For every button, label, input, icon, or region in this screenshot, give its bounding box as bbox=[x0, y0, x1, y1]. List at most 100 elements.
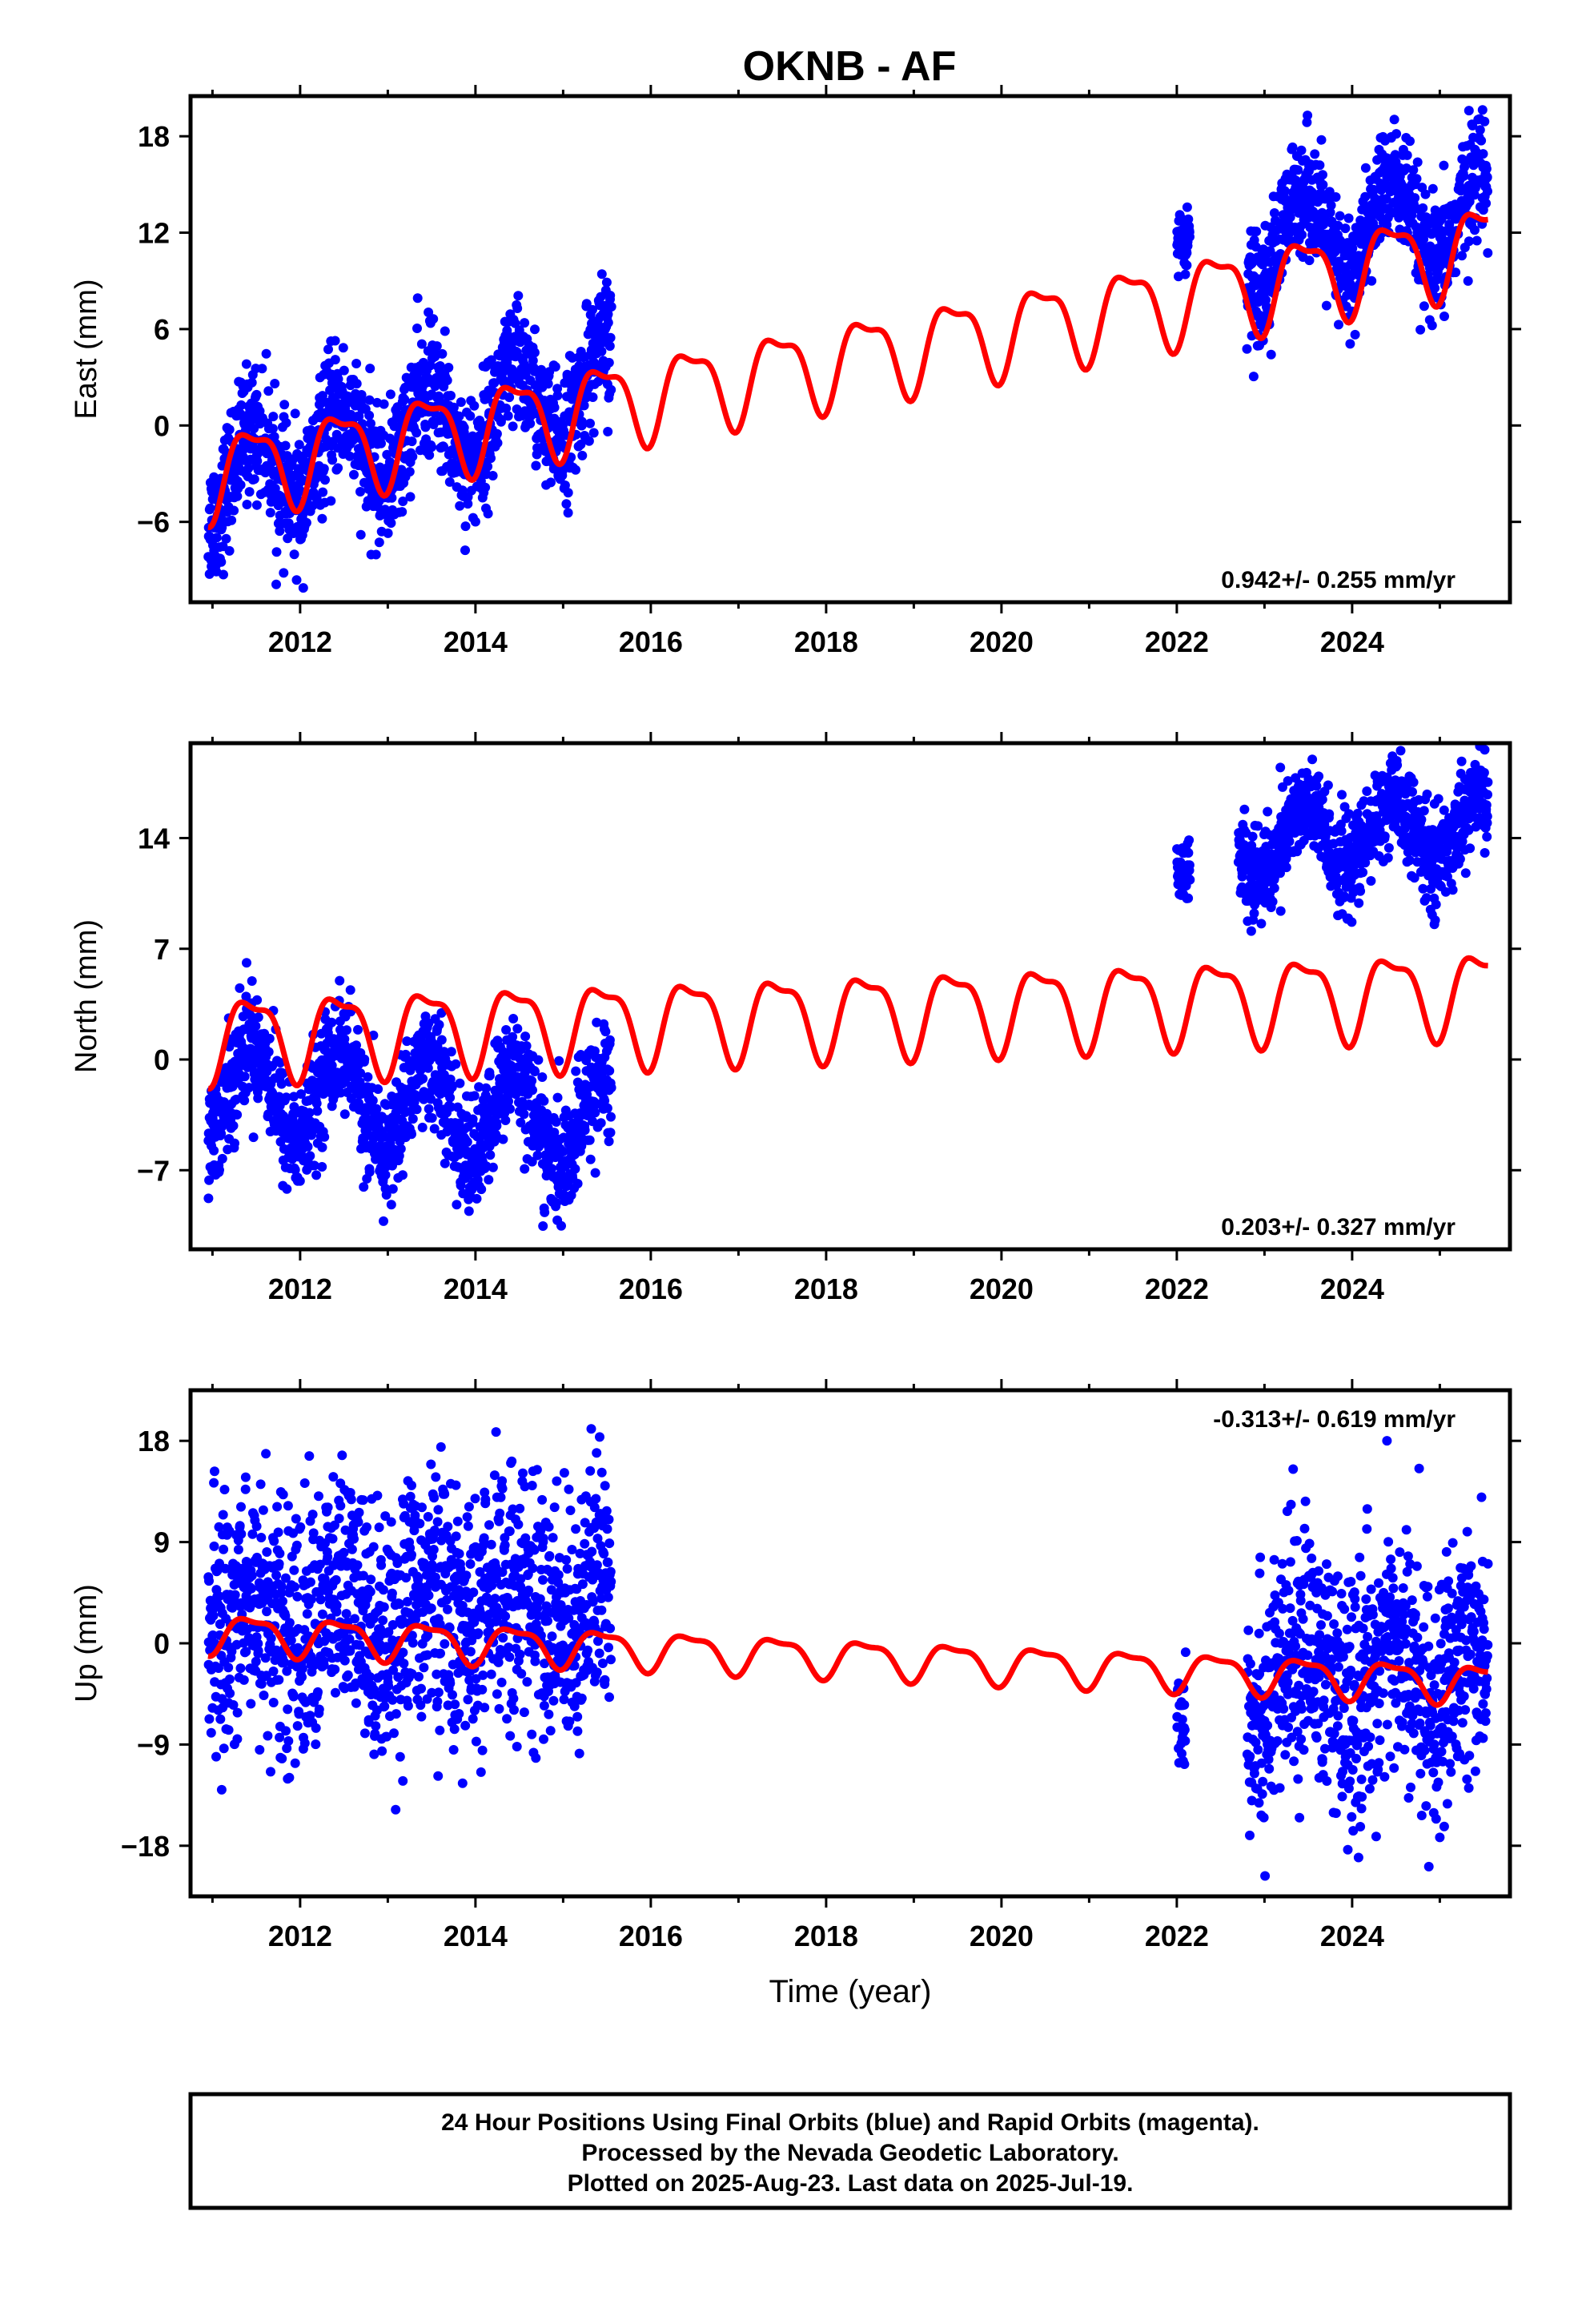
data-point bbox=[412, 324, 422, 333]
data-point bbox=[1310, 149, 1320, 159]
data-point bbox=[1180, 269, 1191, 279]
data-point bbox=[289, 549, 299, 560]
data-point bbox=[460, 545, 470, 556]
data-point bbox=[452, 1200, 462, 1210]
data-point bbox=[584, 436, 594, 446]
data-point bbox=[606, 1112, 616, 1122]
model-curve bbox=[207, 211, 1490, 530]
data-point bbox=[356, 390, 367, 400]
data-point bbox=[520, 1164, 530, 1174]
data-point bbox=[227, 1647, 237, 1657]
data-point bbox=[282, 1184, 292, 1194]
data-point bbox=[396, 1144, 406, 1154]
data-point bbox=[1284, 836, 1295, 846]
data-point bbox=[251, 1656, 261, 1667]
data-point bbox=[602, 1103, 612, 1113]
data-point bbox=[520, 318, 530, 328]
data-point bbox=[208, 1610, 219, 1621]
data-point bbox=[305, 1151, 315, 1161]
data-point bbox=[256, 1679, 267, 1689]
data-point bbox=[263, 386, 274, 396]
data-point bbox=[326, 496, 336, 506]
data-point bbox=[556, 1220, 566, 1231]
data-point bbox=[280, 1573, 291, 1583]
data-point bbox=[376, 438, 386, 448]
data-point bbox=[1468, 120, 1478, 131]
data-point bbox=[554, 1055, 564, 1066]
data-point bbox=[251, 1021, 261, 1031]
up-panel: 2012 2014 2016 2018 2020 2022 2024−18−90918Up … bbox=[70, 1379, 1521, 2009]
data-point bbox=[1368, 184, 1379, 195]
data-point bbox=[327, 1017, 337, 1027]
data-point bbox=[263, 1731, 273, 1741]
data-point bbox=[247, 377, 257, 388]
data-point bbox=[344, 451, 355, 461]
data-point bbox=[448, 1081, 457, 1091]
data-point bbox=[605, 1128, 616, 1138]
data-point bbox=[371, 549, 381, 560]
data-point bbox=[364, 410, 375, 420]
data-point bbox=[333, 374, 343, 384]
data-point bbox=[451, 1059, 461, 1069]
data-point bbox=[1278, 782, 1287, 792]
data-point bbox=[468, 1114, 478, 1124]
data-point bbox=[436, 1035, 447, 1045]
data-point bbox=[1430, 283, 1440, 293]
data-point bbox=[1422, 789, 1432, 799]
data-point bbox=[585, 418, 595, 428]
data-point bbox=[464, 1206, 474, 1216]
data-point bbox=[224, 545, 235, 556]
data-point bbox=[319, 1132, 330, 1142]
data-point bbox=[386, 518, 396, 529]
data-point bbox=[1464, 236, 1474, 247]
data-point bbox=[1408, 165, 1419, 175]
data-point bbox=[1296, 145, 1307, 155]
data-point bbox=[508, 1014, 519, 1023]
data-point bbox=[1431, 899, 1441, 910]
data-point bbox=[261, 1671, 271, 1681]
data-point bbox=[405, 492, 416, 502]
data-point bbox=[219, 1485, 230, 1494]
data-point bbox=[456, 1180, 466, 1191]
data-point bbox=[330, 336, 340, 346]
data-point bbox=[327, 1060, 337, 1071]
data-point bbox=[251, 1521, 262, 1531]
data-point bbox=[1331, 192, 1341, 202]
data-point bbox=[552, 390, 563, 400]
data-point bbox=[1354, 898, 1364, 908]
y-tick-label: −7 bbox=[137, 1154, 170, 1187]
data-point bbox=[1416, 814, 1427, 825]
data-point bbox=[365, 364, 375, 374]
data-point bbox=[1411, 174, 1422, 184]
data-point bbox=[1239, 804, 1250, 814]
data-point bbox=[268, 412, 279, 422]
data-point bbox=[323, 344, 333, 355]
data-point bbox=[1253, 297, 1263, 307]
data-point bbox=[484, 1071, 495, 1081]
data-point bbox=[253, 1638, 263, 1649]
data-point bbox=[1392, 760, 1403, 770]
data-point bbox=[214, 1591, 224, 1602]
data-point bbox=[486, 355, 496, 365]
data-point bbox=[1464, 825, 1474, 835]
data-point bbox=[600, 1027, 611, 1037]
data-point bbox=[590, 1168, 600, 1178]
data-point bbox=[572, 1179, 583, 1188]
data-point bbox=[241, 991, 251, 1002]
data-point bbox=[1267, 896, 1278, 907]
data-point bbox=[1483, 247, 1493, 258]
data-point bbox=[318, 487, 328, 497]
data-point bbox=[217, 1153, 227, 1164]
data-point bbox=[232, 491, 243, 501]
data-point bbox=[244, 487, 255, 497]
data-point bbox=[407, 436, 417, 447]
data-point bbox=[590, 1108, 600, 1118]
data-point bbox=[289, 1565, 299, 1575]
data-point bbox=[571, 1066, 581, 1076]
data-point bbox=[1358, 867, 1368, 878]
x-tick-label: 2016 bbox=[619, 625, 683, 658]
data-point bbox=[317, 1142, 327, 1152]
data-point bbox=[305, 1577, 315, 1587]
data-point bbox=[224, 424, 235, 435]
data-point bbox=[279, 400, 290, 410]
